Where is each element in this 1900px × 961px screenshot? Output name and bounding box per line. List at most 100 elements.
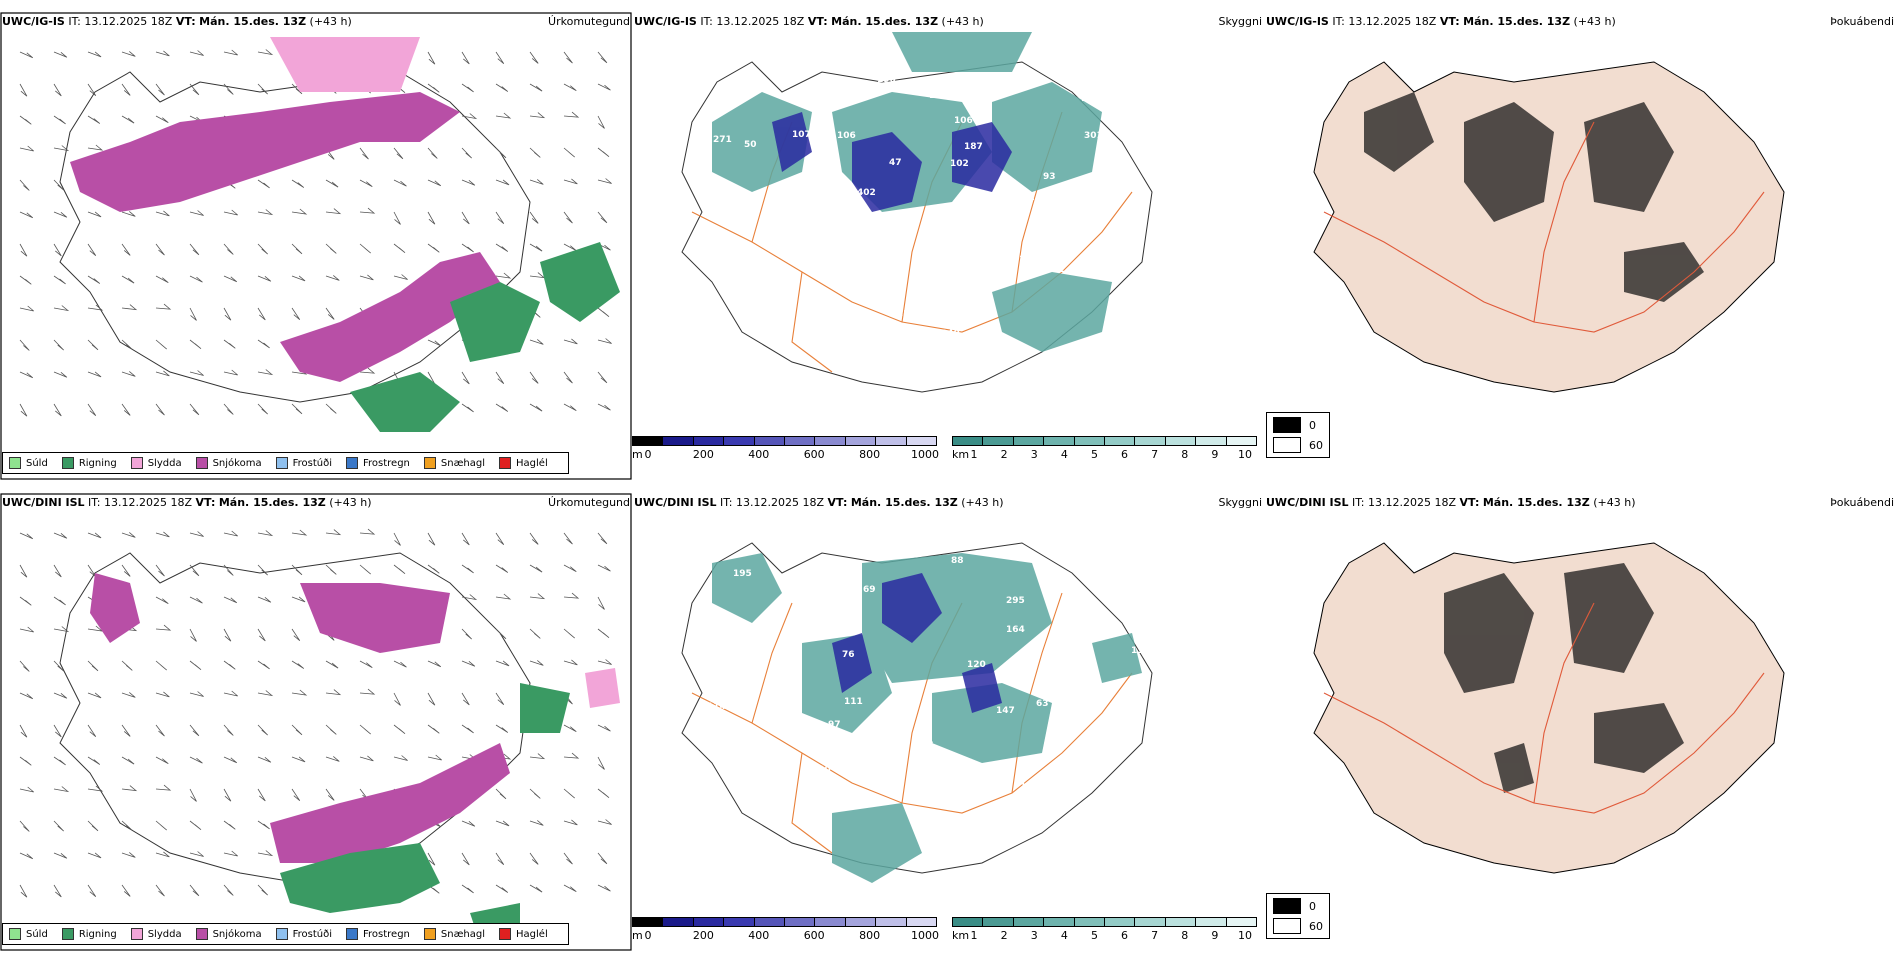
scale-tick-label: 10 — [1238, 929, 1252, 942]
legend-item: Slydda — [130, 457, 182, 469]
scale-segment — [724, 437, 755, 445]
legend-item: Snæhagl — [423, 928, 485, 940]
wind-barb — [19, 115, 32, 125]
wind-barb — [257, 788, 266, 802]
legend-swatch — [275, 928, 288, 940]
wind-barb — [325, 756, 340, 762]
map-canvas — [0, 493, 632, 951]
wind-barb — [597, 756, 605, 770]
wind-barb — [461, 594, 478, 601]
fog-legend-row: 0 — [1273, 417, 1323, 433]
ceiling-value-label: 282 — [897, 309, 916, 319]
wind-barb — [155, 660, 167, 671]
wind-barb — [53, 532, 68, 539]
wind-barb — [325, 243, 337, 254]
legend-label: Snjókoma — [212, 928, 262, 940]
wind-barb — [359, 207, 376, 214]
legend-item: Frostregn — [346, 457, 410, 469]
ceiling-value-label: 120 — [967, 660, 986, 670]
scale-tick-label: 4 — [1060, 929, 1068, 942]
wind-barb — [427, 852, 436, 866]
wind-barb — [597, 403, 611, 411]
fog-roads — [1323, 121, 1765, 333]
wind-barb — [121, 852, 136, 858]
wind-barb — [53, 83, 62, 97]
wind-barb — [563, 564, 577, 573]
ceiling-value-label: 528 — [954, 758, 973, 768]
legend-label: Slydda — [147, 928, 182, 940]
wind-barb — [257, 660, 270, 670]
wind-barb — [393, 692, 401, 706]
wind-barb — [223, 339, 236, 349]
wind-barb — [257, 850, 274, 857]
wind-barb — [461, 243, 474, 253]
scale-segment — [1196, 918, 1227, 926]
wind-barb — [461, 179, 476, 186]
ceiling-value-label: 124 — [929, 91, 948, 101]
scale-segment — [876, 437, 907, 445]
wind-barb — [495, 211, 505, 225]
wind-barb — [597, 338, 612, 344]
wind-barb — [155, 851, 170, 858]
wind-barb — [189, 531, 204, 537]
wind-barb — [121, 304, 138, 311]
wind-barb — [529, 593, 546, 600]
ceiling-scale: m 0 200 400 600 800 1000 — [632, 917, 939, 942]
fog-legend-swatch — [1273, 437, 1301, 453]
legend-label: Frostregn — [363, 928, 410, 940]
wind-barb — [19, 83, 28, 97]
wind-barb — [291, 689, 308, 696]
ceiling-value-label: 121 — [1019, 255, 1038, 265]
legend-swatch — [61, 928, 74, 940]
scale-tick-label: 1000 — [911, 929, 939, 942]
wind-barb — [393, 179, 407, 187]
ceiling-value-label: 111 — [844, 697, 863, 707]
wind-barb — [257, 884, 268, 896]
scale-segment — [845, 918, 877, 926]
legend-label: Rigning — [78, 928, 117, 940]
scale-tick-label: 8 — [1181, 929, 1189, 942]
fog-legend-label: 60 — [1309, 438, 1323, 452]
wind-barb — [563, 111, 580, 118]
wind-barb — [427, 51, 436, 65]
wind-barb — [189, 884, 200, 897]
scale-segment — [1074, 437, 1106, 445]
wind-barb — [121, 724, 131, 737]
ceiling-value-label: 114 — [707, 702, 726, 712]
ceiling-value-label: 81 — [736, 672, 749, 682]
scale-tick-label: 4 — [1060, 448, 1068, 461]
wind-barb — [529, 884, 543, 893]
wind-barb — [189, 820, 202, 831]
wind-barb — [53, 660, 64, 672]
scale-segment — [876, 918, 907, 926]
ceiling-value-label: 76 — [842, 650, 855, 660]
wind-barb — [53, 884, 62, 898]
wind-barb — [223, 564, 234, 576]
wind-barb — [19, 564, 28, 578]
wind-barb — [563, 211, 573, 224]
scale-segment — [663, 918, 694, 926]
scale-tick-label: 9 — [1211, 448, 1219, 461]
wind-barb — [223, 243, 234, 255]
wind-barb — [359, 147, 369, 160]
wind-barb — [121, 820, 133, 831]
wind-barb — [223, 275, 238, 283]
wind-barb — [325, 275, 340, 281]
wind-barb — [19, 51, 34, 59]
scale-segment — [693, 918, 725, 926]
panel-header: UWC/DINI ISL IT: 13.12.2025 18Z VT: Mán.… — [634, 496, 1004, 509]
wind-barb — [461, 724, 474, 734]
map-canvas — [1313, 61, 1785, 393]
wind-barb — [291, 564, 303, 576]
wind-barb — [461, 113, 478, 120]
precip-legend: Súld Rigning Slydda Snjókoma Frostúði Frostre… — [2, 923, 569, 945]
scale-segment — [633, 918, 664, 926]
map-canvas — [1313, 542, 1785, 874]
ceiling-value-label: 67 — [833, 796, 846, 806]
ceiling-value-label: 295 — [1006, 596, 1025, 606]
legend-label: Rigning — [78, 457, 117, 469]
wind-barb — [359, 724, 371, 735]
wind-barb — [393, 243, 406, 254]
wind-barb — [19, 852, 34, 860]
wind-barb — [121, 884, 131, 897]
